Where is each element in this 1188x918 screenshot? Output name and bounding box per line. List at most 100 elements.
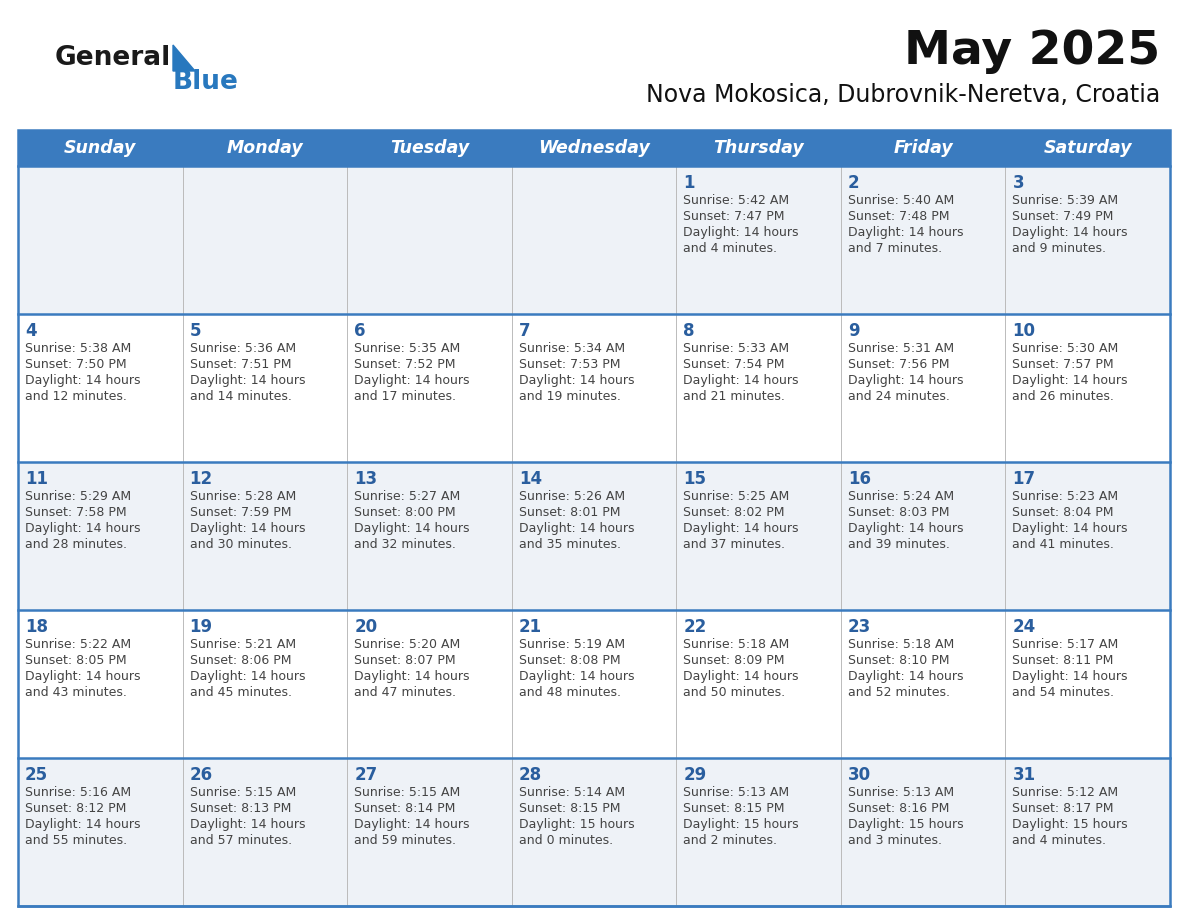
Text: Sunrise: 5:18 AM: Sunrise: 5:18 AM — [683, 638, 790, 651]
Text: Daylight: 14 hours: Daylight: 14 hours — [25, 522, 140, 535]
Text: 6: 6 — [354, 322, 366, 340]
Text: and 47 minutes.: and 47 minutes. — [354, 686, 456, 699]
Text: 30: 30 — [848, 766, 871, 784]
Text: Sunrise: 5:26 AM: Sunrise: 5:26 AM — [519, 490, 625, 503]
Text: Sunset: 8:08 PM: Sunset: 8:08 PM — [519, 654, 620, 667]
Text: Sunday: Sunday — [64, 139, 137, 157]
Text: Sunrise: 5:39 AM: Sunrise: 5:39 AM — [1012, 194, 1119, 207]
Bar — [18, 610, 1170, 758]
Text: Sunset: 8:13 PM: Sunset: 8:13 PM — [190, 802, 291, 815]
Bar — [18, 166, 1170, 314]
Text: Sunset: 7:50 PM: Sunset: 7:50 PM — [25, 358, 127, 371]
Text: 16: 16 — [848, 470, 871, 488]
Text: and 28 minutes.: and 28 minutes. — [25, 538, 127, 551]
Text: Sunset: 7:57 PM: Sunset: 7:57 PM — [1012, 358, 1114, 371]
Text: Daylight: 14 hours: Daylight: 14 hours — [848, 522, 963, 535]
Text: 10: 10 — [1012, 322, 1036, 340]
Text: Daylight: 15 hours: Daylight: 15 hours — [848, 818, 963, 831]
Text: Daylight: 14 hours: Daylight: 14 hours — [354, 522, 469, 535]
Text: 1: 1 — [683, 174, 695, 192]
Text: and 7 minutes.: and 7 minutes. — [848, 242, 942, 255]
Text: 14: 14 — [519, 470, 542, 488]
Text: Sunset: 7:54 PM: Sunset: 7:54 PM — [683, 358, 785, 371]
Text: 7: 7 — [519, 322, 530, 340]
Text: Sunset: 8:09 PM: Sunset: 8:09 PM — [683, 654, 785, 667]
Text: and 57 minutes.: and 57 minutes. — [190, 834, 292, 847]
Text: Sunrise: 5:42 AM: Sunrise: 5:42 AM — [683, 194, 789, 207]
Text: and 43 minutes.: and 43 minutes. — [25, 686, 127, 699]
Text: Sunset: 8:14 PM: Sunset: 8:14 PM — [354, 802, 455, 815]
Text: Sunset: 7:56 PM: Sunset: 7:56 PM — [848, 358, 949, 371]
Text: Daylight: 14 hours: Daylight: 14 hours — [1012, 374, 1127, 387]
Text: 9: 9 — [848, 322, 859, 340]
Text: Daylight: 14 hours: Daylight: 14 hours — [354, 670, 469, 683]
Text: 26: 26 — [190, 766, 213, 784]
Text: and 12 minutes.: and 12 minutes. — [25, 390, 127, 403]
Text: and 9 minutes.: and 9 minutes. — [1012, 242, 1106, 255]
Text: 11: 11 — [25, 470, 48, 488]
Text: Sunset: 7:48 PM: Sunset: 7:48 PM — [848, 210, 949, 223]
Text: 20: 20 — [354, 618, 378, 636]
Text: and 14 minutes.: and 14 minutes. — [190, 390, 291, 403]
Text: Sunrise: 5:22 AM: Sunrise: 5:22 AM — [25, 638, 131, 651]
Text: Thursday: Thursday — [713, 139, 804, 157]
Text: Daylight: 14 hours: Daylight: 14 hours — [25, 374, 140, 387]
Text: Daylight: 15 hours: Daylight: 15 hours — [519, 818, 634, 831]
Text: Sunrise: 5:35 AM: Sunrise: 5:35 AM — [354, 342, 461, 355]
Text: 8: 8 — [683, 322, 695, 340]
Text: and 0 minutes.: and 0 minutes. — [519, 834, 613, 847]
Bar — [18, 314, 1170, 462]
Text: Sunset: 8:06 PM: Sunset: 8:06 PM — [190, 654, 291, 667]
Text: Sunrise: 5:27 AM: Sunrise: 5:27 AM — [354, 490, 461, 503]
Text: and 4 minutes.: and 4 minutes. — [683, 242, 777, 255]
Text: Nova Mokosica, Dubrovnik-Neretva, Croatia: Nova Mokosica, Dubrovnik-Neretva, Croati… — [646, 83, 1159, 107]
Text: Sunrise: 5:18 AM: Sunrise: 5:18 AM — [848, 638, 954, 651]
Text: 21: 21 — [519, 618, 542, 636]
Text: Sunrise: 5:13 AM: Sunrise: 5:13 AM — [683, 786, 789, 799]
Text: Daylight: 14 hours: Daylight: 14 hours — [190, 818, 305, 831]
Text: Daylight: 14 hours: Daylight: 14 hours — [354, 818, 469, 831]
Text: and 45 minutes.: and 45 minutes. — [190, 686, 291, 699]
Text: Blue: Blue — [173, 69, 239, 95]
Text: Sunrise: 5:36 AM: Sunrise: 5:36 AM — [190, 342, 296, 355]
Text: Daylight: 14 hours: Daylight: 14 hours — [354, 374, 469, 387]
Polygon shape — [173, 45, 195, 71]
Text: Daylight: 14 hours: Daylight: 14 hours — [519, 670, 634, 683]
Text: and 32 minutes.: and 32 minutes. — [354, 538, 456, 551]
Text: 19: 19 — [190, 618, 213, 636]
Text: Sunrise: 5:21 AM: Sunrise: 5:21 AM — [190, 638, 296, 651]
Text: Monday: Monday — [227, 139, 303, 157]
Text: and 2 minutes.: and 2 minutes. — [683, 834, 777, 847]
Text: Daylight: 14 hours: Daylight: 14 hours — [848, 374, 963, 387]
Text: Sunrise: 5:16 AM: Sunrise: 5:16 AM — [25, 786, 131, 799]
Text: Daylight: 15 hours: Daylight: 15 hours — [683, 818, 798, 831]
Text: Sunset: 8:12 PM: Sunset: 8:12 PM — [25, 802, 126, 815]
Text: Sunrise: 5:12 AM: Sunrise: 5:12 AM — [1012, 786, 1119, 799]
Text: Daylight: 14 hours: Daylight: 14 hours — [1012, 670, 1127, 683]
Text: Sunset: 8:01 PM: Sunset: 8:01 PM — [519, 506, 620, 519]
Text: Sunrise: 5:19 AM: Sunrise: 5:19 AM — [519, 638, 625, 651]
Text: 24: 24 — [1012, 618, 1036, 636]
Text: 31: 31 — [1012, 766, 1036, 784]
Text: Sunset: 8:03 PM: Sunset: 8:03 PM — [848, 506, 949, 519]
Text: Sunrise: 5:33 AM: Sunrise: 5:33 AM — [683, 342, 789, 355]
Text: 4: 4 — [25, 322, 37, 340]
Text: Daylight: 14 hours: Daylight: 14 hours — [1012, 522, 1127, 535]
Text: Wednesday: Wednesday — [538, 139, 650, 157]
Text: Daylight: 14 hours: Daylight: 14 hours — [519, 374, 634, 387]
Bar — [18, 130, 1170, 166]
Text: 25: 25 — [25, 766, 49, 784]
Text: Sunset: 7:47 PM: Sunset: 7:47 PM — [683, 210, 785, 223]
Text: Sunset: 7:52 PM: Sunset: 7:52 PM — [354, 358, 456, 371]
Text: Sunrise: 5:30 AM: Sunrise: 5:30 AM — [1012, 342, 1119, 355]
Text: and 17 minutes.: and 17 minutes. — [354, 390, 456, 403]
Text: and 55 minutes.: and 55 minutes. — [25, 834, 127, 847]
Text: Daylight: 14 hours: Daylight: 14 hours — [190, 522, 305, 535]
Text: and 35 minutes.: and 35 minutes. — [519, 538, 620, 551]
Text: 3: 3 — [1012, 174, 1024, 192]
Text: Daylight: 14 hours: Daylight: 14 hours — [190, 670, 305, 683]
Text: Sunset: 8:07 PM: Sunset: 8:07 PM — [354, 654, 456, 667]
Text: Sunset: 7:59 PM: Sunset: 7:59 PM — [190, 506, 291, 519]
Text: Daylight: 14 hours: Daylight: 14 hours — [683, 670, 798, 683]
Text: Sunrise: 5:17 AM: Sunrise: 5:17 AM — [1012, 638, 1119, 651]
